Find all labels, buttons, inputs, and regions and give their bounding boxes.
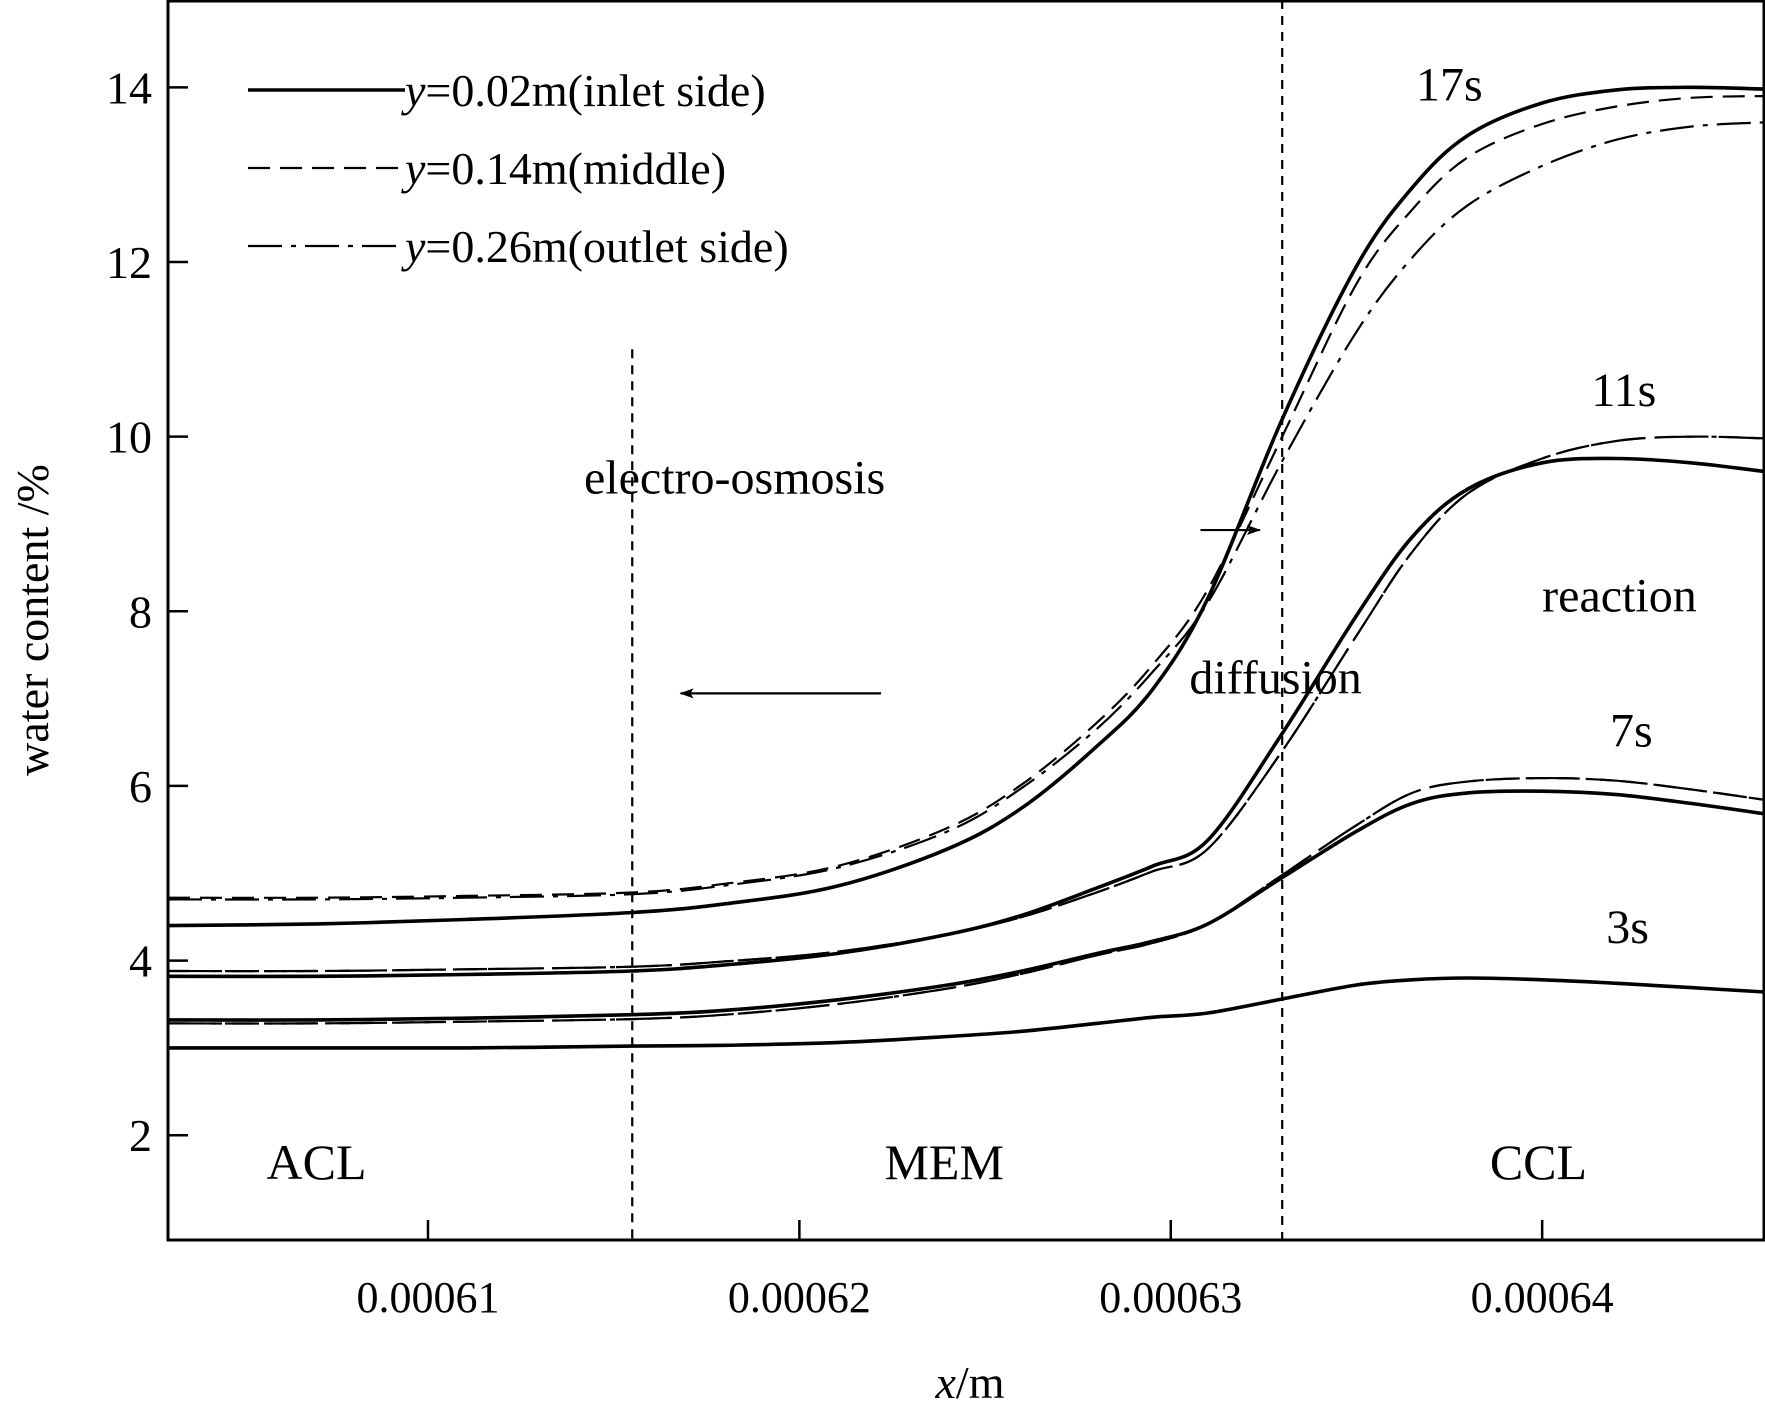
legend-label: y=0.14m(middle)	[401, 143, 726, 194]
region-labels: ACL MEM CCL	[267, 1134, 1588, 1190]
annotation-label: reaction	[1542, 569, 1697, 622]
y-tick-label: 2	[129, 1110, 152, 1161]
x-axis-label-unit: /m	[956, 1357, 1005, 1408]
series-lines	[167, 85, 1765, 1050]
series-line-7s-dashed	[167, 776, 1765, 1025]
y-tick-label: 14	[106, 62, 152, 113]
series-line-11s-dashdot	[167, 435, 1765, 973]
y-tick-label: 8	[129, 586, 152, 637]
x-axis-label-var: x	[935, 1357, 957, 1408]
time-label: 11s	[1591, 364, 1656, 417]
legend-label: y=0.02m(inlet side)	[401, 65, 766, 116]
annotation-label: diffusion	[1189, 651, 1361, 704]
legend-label-var: y	[401, 65, 426, 116]
y-tick-label: 10	[106, 412, 152, 463]
time-label: 17s	[1416, 58, 1483, 111]
legend-label: y=0.26m(outlet side)	[401, 221, 789, 272]
region-label: MEM	[884, 1134, 1003, 1190]
legend: y=0.02m(inlet side)y=0.14m(middle)y=0.26…	[248, 65, 789, 272]
legend-label-text: =0.14m(middle)	[425, 143, 726, 194]
series-line-11s-dashed	[167, 435, 1765, 973]
y-tick-label: 4	[129, 936, 152, 987]
x-tick-label: 0.00062	[728, 1273, 871, 1322]
legend-label-text: =0.26m(outlet side)	[425, 221, 788, 272]
annotations: electro-osmosis diffusion reaction	[584, 451, 1697, 704]
legend-label-var: y	[401, 143, 426, 194]
series-line-3s-solid	[168, 976, 1765, 1050]
series-line-3s-dashed	[168, 976, 1765, 1050]
series-line-3s-dashdot	[168, 976, 1765, 1050]
legend-label-text: =0.02m(inlet side)	[425, 65, 765, 116]
x-tick-label: 0.00061	[356, 1273, 499, 1322]
series-line-17s-solid	[167, 85, 1765, 928]
layer-boundaries	[631, 0, 1284, 1240]
y-tick-label: 6	[129, 761, 152, 812]
annotation-label: electro-osmosis	[584, 451, 885, 504]
time-label: 3s	[1606, 901, 1649, 954]
series-line-7s-dashdot	[167, 776, 1765, 1025]
series-line-17s-dashed	[167, 95, 1765, 899]
time-label: 7s	[1610, 705, 1653, 758]
x-tick-label: 0.00064	[1471, 1273, 1614, 1322]
plot-area-border	[166, 0, 1765, 1242]
plot-frame	[166, 0, 1765, 1242]
series-line-17s-dashdot	[167, 121, 1765, 901]
y-tick-label: 12	[106, 237, 152, 288]
series-line-11s-solid	[167, 456, 1765, 979]
legend-label-var: y	[401, 221, 426, 272]
time-labels: 17s 11s 7s 3s	[1416, 58, 1656, 954]
x-axis: 0.00061 0.00062 0.00063 0.00064	[356, 1220, 1614, 1322]
x-tick-label: 0.00063	[1099, 1273, 1242, 1322]
region-label: ACL	[267, 1134, 367, 1190]
y-axis: 2 4 6 8 10 12 14	[106, 62, 188, 1161]
x-axis-label: x/m	[935, 1357, 1005, 1408]
series-line-7s-solid	[167, 789, 1765, 1022]
region-label: CCL	[1490, 1134, 1587, 1190]
y-axis-label: water content /%	[7, 464, 58, 776]
